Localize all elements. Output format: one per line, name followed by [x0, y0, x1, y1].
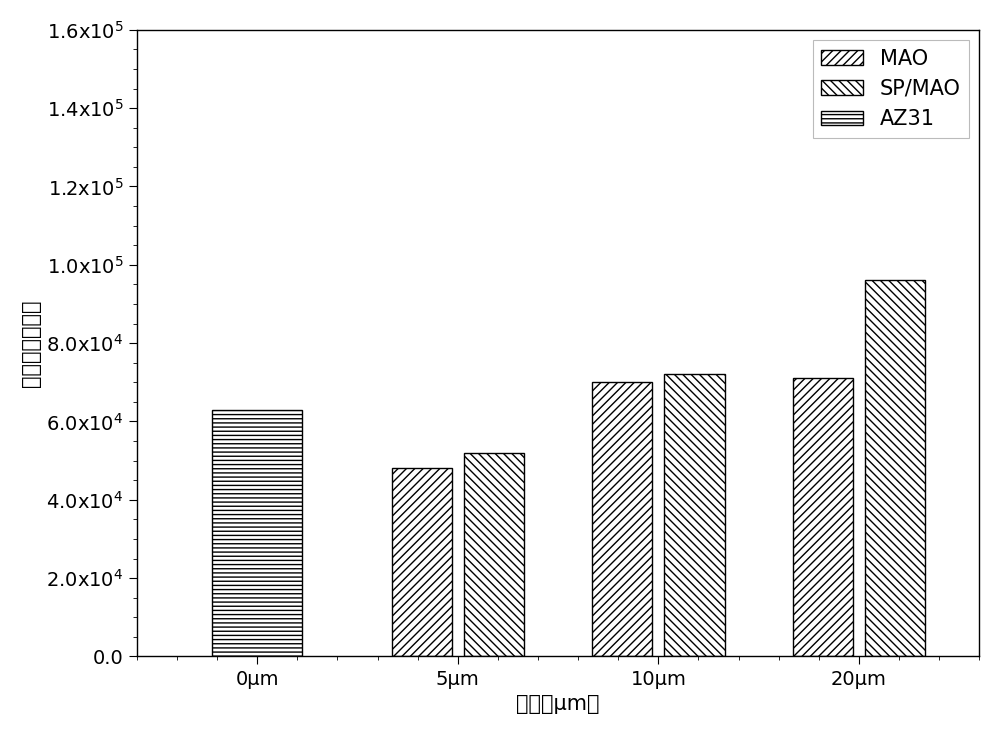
Bar	[793, 379, 853, 656]
Bar	[664, 374, 725, 656]
Bar	[464, 453, 524, 656]
Bar	[865, 281, 925, 656]
Bar	[392, 468, 452, 656]
X-axis label: 厚度（μm）: 厚度（μm）	[516, 694, 600, 714]
Bar	[592, 382, 652, 656]
Y-axis label: 循环周次（次）: 循环周次（次）	[21, 299, 41, 387]
Bar	[212, 409, 302, 656]
Legend: MAO, SP/MAO, AZ31: MAO, SP/MAO, AZ31	[813, 40, 969, 137]
